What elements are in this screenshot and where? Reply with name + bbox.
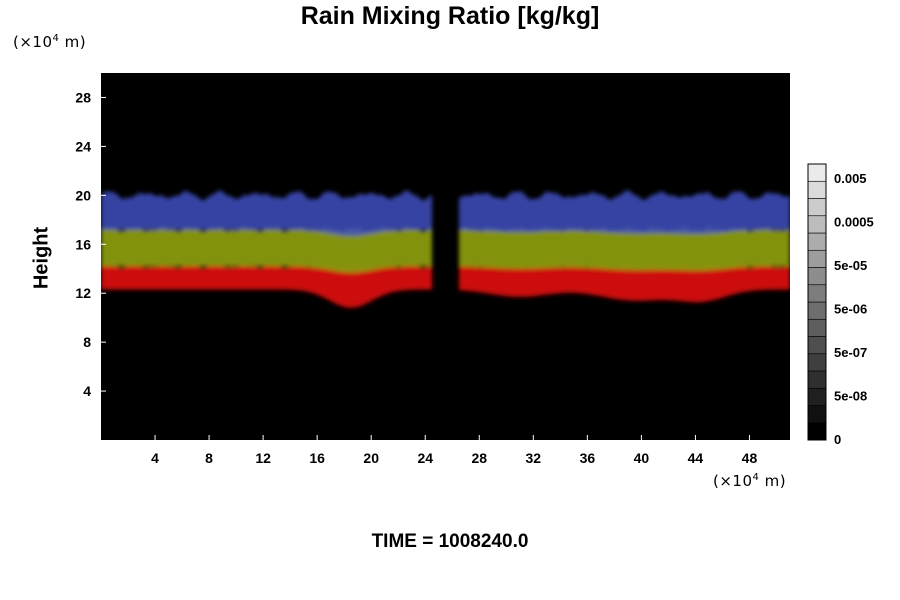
x-tick-label: 48 — [742, 450, 758, 466]
time-label: TIME = 1008240.0 — [371, 531, 529, 552]
x-tick-label: 24 — [417, 450, 433, 466]
colorbar-cell — [807, 249, 827, 268]
colorbar-cell — [807, 284, 827, 303]
colorbar-tick-label: 5e-07 — [834, 345, 867, 360]
x-tick-label: 28 — [471, 450, 487, 466]
layer-band-0-left — [101, 263, 432, 308]
colorbar-tick-label: 0.0005 — [834, 215, 874, 230]
colorbar-cell — [807, 215, 827, 234]
colorbar-cell — [807, 318, 827, 337]
colorbar-cell — [807, 422, 827, 441]
colorbar-tick-label: 0.005 — [834, 171, 867, 186]
x-tick-label: 4 — [151, 450, 159, 466]
colorbar-cell — [807, 353, 827, 372]
y-tick-label: 20 — [75, 187, 91, 203]
x-tick-label: 40 — [634, 450, 650, 466]
layer-band-1-right — [459, 227, 790, 271]
x-tick-label: 44 — [688, 450, 704, 466]
x-tick-label: 16 — [309, 450, 325, 466]
y-tick-label: 24 — [75, 138, 91, 154]
colorbar-cell — [807, 387, 827, 406]
x-tick-label: 36 — [580, 450, 596, 466]
x-tick-label: 12 — [255, 450, 271, 466]
colorbar-tick-label: 0 — [834, 432, 841, 447]
x-tick-label: 20 — [363, 450, 379, 466]
data-layers — [101, 189, 790, 308]
y-tick-label: 8 — [83, 334, 91, 350]
colorbar-tick-label: 5e-06 — [834, 302, 867, 317]
y-axis-unit: (×104 m) — [13, 33, 87, 51]
colorbar-frame — [807, 163, 827, 441]
chart-title: Rain Mixing Ratio [kg/kg] — [300, 2, 600, 30]
x-tick-label: 8 — [205, 450, 213, 466]
layer-band-2-right — [459, 189, 790, 234]
y-tick-label: 4 — [83, 383, 91, 399]
layer-band-1-left — [101, 227, 432, 273]
colorbar-cell — [807, 370, 827, 389]
layer-band-2-left — [101, 190, 432, 236]
layer-band-0-right — [459, 263, 790, 303]
colorbar-cell — [807, 163, 827, 182]
y-tick-label: 12 — [75, 285, 91, 301]
colorbar-tick-label: 5e-08 — [834, 389, 867, 404]
colorbar-tick-label: 5e-05 — [834, 258, 867, 273]
colorbar-cell — [807, 267, 827, 286]
colorbar-cell — [807, 232, 827, 251]
colorbar-cell — [807, 180, 827, 199]
x-tick-label: 32 — [526, 450, 542, 466]
colorbar-cell — [807, 336, 827, 355]
y-tick-label: 28 — [75, 89, 91, 105]
y-tick-label: 16 — [75, 236, 91, 252]
colorbar-cell — [807, 301, 827, 320]
colorbar-cell — [807, 405, 827, 424]
x-axis-unit: (×104 m) — [713, 472, 787, 490]
colorbar-cell — [807, 198, 827, 217]
